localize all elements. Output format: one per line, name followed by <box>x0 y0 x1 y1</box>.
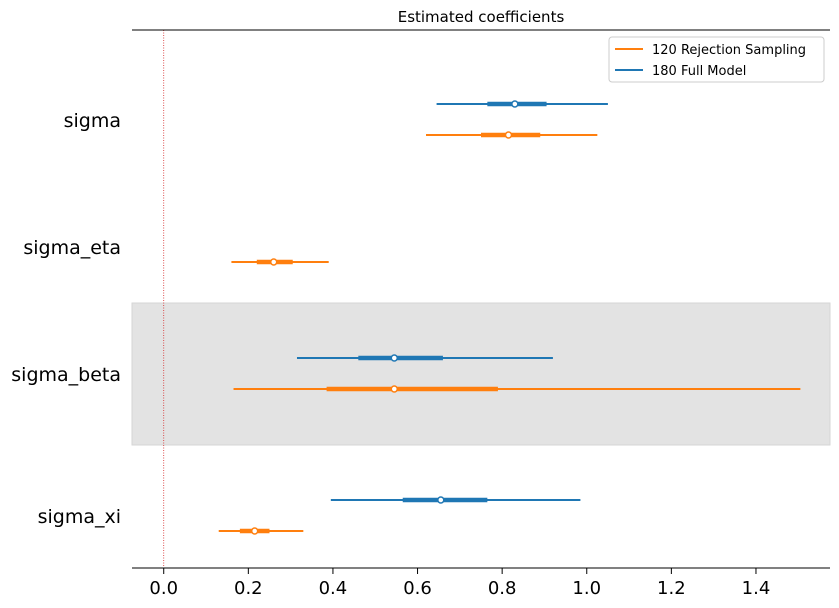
x-tick-label: 1.0 <box>572 578 601 599</box>
x-tick-label: 0.4 <box>319 578 348 599</box>
median-point-sigma_eta <box>269 258 278 266</box>
median-point-sigma_xi <box>250 527 259 535</box>
x-tick-label: 0.6 <box>403 578 432 599</box>
legend-label: 180 Full Model <box>652 64 746 79</box>
x-tick-label: 0.0 <box>149 578 178 599</box>
parameter-label-sigma_eta: sigma_eta <box>23 237 121 259</box>
x-axis-ticks: 0.0 0.2 0.4 0.6 0.8 1.0 1.2 1.4 <box>149 568 770 599</box>
x-tick-label: 0.2 <box>234 578 263 599</box>
shaded-band-sigma_beta <box>131 302 831 446</box>
legend-box <box>608 36 825 83</box>
x-tick-label: 0.8 <box>488 578 517 599</box>
median-point-sigma <box>504 131 513 139</box>
median-point-sigma_beta <box>390 385 399 393</box>
chart-title: Estimated coefficients <box>398 8 565 26</box>
median-point-sigma <box>511 100 519 108</box>
median-point-sigma_beta <box>390 354 399 362</box>
median-point-sigma_xi <box>437 496 445 504</box>
x-tick-label: 1.4 <box>742 578 771 599</box>
parameter-label-sigma: sigma <box>64 110 121 132</box>
x-tick-label: 1.2 <box>657 578 686 599</box>
parameter-labels: sigma sigma_eta sigma_beta sigma_xi <box>11 110 121 528</box>
legend: 120 Rejection Sampling 180 Full Model <box>608 36 825 83</box>
row-bands <box>131 302 831 446</box>
parameter-label-sigma_beta: sigma_beta <box>11 364 121 386</box>
interval-marks <box>218 100 801 535</box>
parameter-label-sigma_xi: sigma_xi <box>38 506 121 528</box>
legend-label: 120 Rejection Sampling <box>652 43 806 58</box>
